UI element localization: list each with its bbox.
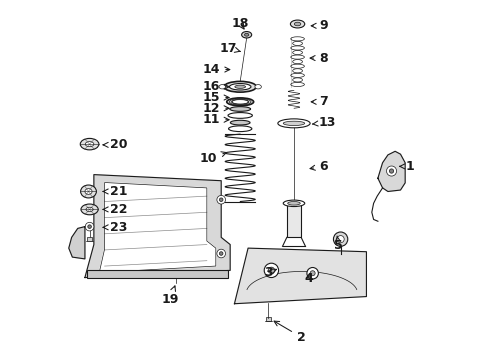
Circle shape [88, 225, 91, 228]
Ellipse shape [219, 85, 225, 89]
Ellipse shape [294, 22, 300, 26]
Polygon shape [99, 183, 215, 273]
Polygon shape [377, 151, 405, 192]
Ellipse shape [292, 41, 302, 45]
Ellipse shape [292, 69, 302, 73]
Ellipse shape [292, 50, 302, 55]
Circle shape [386, 166, 396, 176]
Bar [86, 237, 92, 241]
Ellipse shape [229, 107, 250, 111]
Ellipse shape [85, 189, 92, 194]
Text: 7: 7 [310, 95, 327, 108]
Ellipse shape [277, 119, 309, 128]
Text: 1: 1 [399, 160, 414, 173]
Polygon shape [69, 226, 85, 259]
Ellipse shape [80, 138, 99, 150]
Ellipse shape [290, 73, 304, 77]
Circle shape [309, 271, 314, 276]
Polygon shape [234, 248, 366, 304]
Text: 5: 5 [333, 236, 342, 252]
Text: 9: 9 [310, 19, 327, 32]
Ellipse shape [290, 82, 304, 86]
Bar [86, 270, 228, 278]
Ellipse shape [224, 81, 256, 92]
Ellipse shape [287, 202, 300, 205]
Bar [286, 203, 301, 237]
Text: 11: 11 [203, 113, 228, 126]
Ellipse shape [234, 85, 245, 88]
Circle shape [333, 232, 347, 246]
Ellipse shape [230, 120, 249, 125]
Circle shape [217, 249, 225, 258]
Ellipse shape [254, 85, 261, 89]
Ellipse shape [81, 204, 98, 215]
Circle shape [219, 252, 223, 255]
Circle shape [388, 169, 393, 173]
Circle shape [219, 198, 223, 202]
Ellipse shape [290, 55, 304, 59]
Text: 19: 19 [161, 286, 178, 306]
Circle shape [306, 267, 318, 279]
Ellipse shape [292, 78, 302, 82]
Ellipse shape [244, 33, 248, 36]
Text: 15: 15 [203, 91, 228, 104]
Bar [265, 317, 270, 320]
Ellipse shape [86, 207, 93, 212]
Text: 12: 12 [203, 102, 228, 115]
Ellipse shape [290, 20, 304, 28]
Circle shape [267, 267, 274, 274]
Ellipse shape [283, 121, 304, 126]
Text: 4: 4 [304, 272, 313, 285]
Ellipse shape [290, 46, 304, 50]
Text: 18: 18 [231, 17, 248, 30]
Text: 6: 6 [309, 160, 327, 173]
Circle shape [85, 222, 94, 231]
Ellipse shape [241, 32, 251, 38]
Text: 16: 16 [203, 80, 228, 93]
Text: 17: 17 [219, 41, 240, 54]
Ellipse shape [81, 185, 96, 198]
Ellipse shape [283, 200, 304, 207]
Text: 14: 14 [203, 63, 229, 76]
Ellipse shape [290, 37, 304, 41]
Text: 3: 3 [264, 266, 276, 279]
Text: 20: 20 [103, 138, 127, 151]
Text: 23: 23 [103, 221, 127, 234]
Text: 2: 2 [273, 321, 305, 343]
Text: 8: 8 [309, 51, 327, 64]
Ellipse shape [229, 84, 250, 90]
Ellipse shape [292, 60, 302, 64]
Ellipse shape [85, 141, 94, 147]
Text: 13: 13 [312, 116, 335, 129]
Circle shape [336, 235, 344, 243]
Ellipse shape [227, 113, 252, 118]
Text: 10: 10 [200, 152, 226, 165]
Polygon shape [85, 175, 230, 278]
Ellipse shape [232, 100, 248, 104]
Text: 22: 22 [103, 203, 127, 216]
Circle shape [264, 263, 278, 278]
Ellipse shape [290, 64, 304, 68]
Circle shape [217, 195, 225, 204]
Ellipse shape [226, 98, 253, 106]
Text: 21: 21 [103, 185, 127, 198]
Ellipse shape [228, 126, 251, 132]
